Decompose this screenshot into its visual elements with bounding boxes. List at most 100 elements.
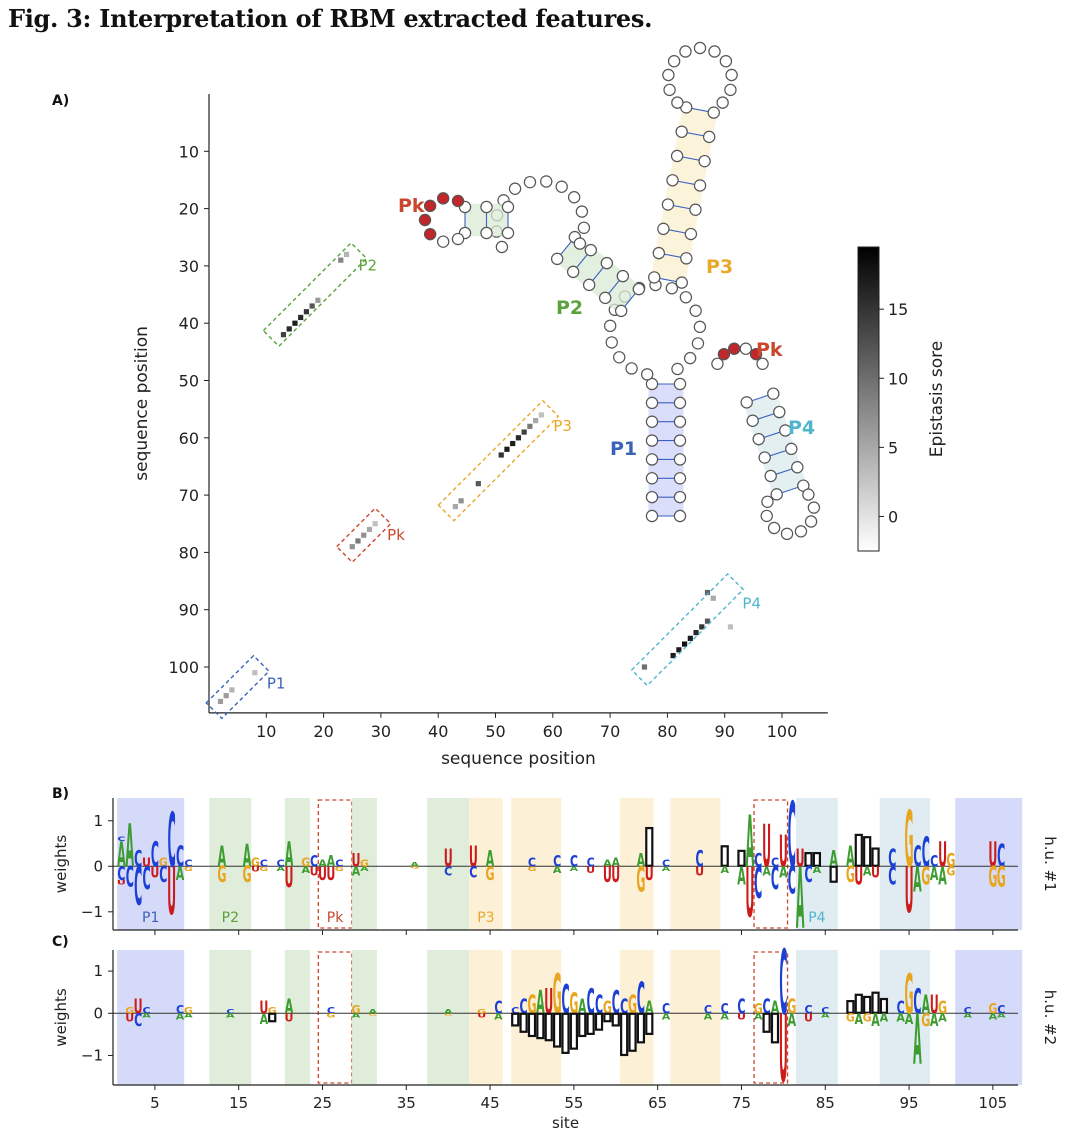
logo-glyph-c: C: [930, 852, 938, 870]
logo-glyph-u: U: [745, 852, 754, 933]
logo-glyph-a: A: [746, 801, 755, 885]
y-tick-label: 30: [179, 257, 199, 276]
logo-glyph-a: A: [553, 865, 562, 876]
nucleotide: [673, 377, 687, 391]
logo-glyph-a: A: [494, 1013, 503, 1023]
logo-glyph-a: A: [352, 864, 361, 879]
logo-glyph-a: A: [276, 866, 285, 873]
logo-glyph-u: U: [988, 835, 997, 875]
y-tick-label: 10: [179, 142, 199, 161]
logo-glyph-a: A: [360, 866, 369, 873]
nucleotide: [436, 235, 450, 248]
logo-glyph-u: U: [444, 843, 453, 873]
logo-glyph-g: G: [335, 866, 344, 873]
heatmap-cell: [676, 647, 682, 653]
logo-glyph-u: U: [762, 812, 771, 882]
logo-glyph-a: A: [896, 1011, 905, 1024]
x-tick-label: 60: [543, 722, 563, 741]
logo-glyph-c: C: [142, 1006, 150, 1016]
heatmap-cell: [641, 664, 648, 670]
logo-glyph-c: C: [561, 975, 569, 1023]
logo-glyph-a: A: [720, 1013, 729, 1023]
logo-glyph-gap: [762, 1012, 771, 1033]
logo-band: [209, 798, 252, 930]
logo-glyph-u: U: [695, 864, 704, 879]
nucleotide: [716, 96, 729, 109]
nucleotide: [613, 351, 626, 364]
logo-glyph-a: A: [662, 866, 671, 873]
logo-glyph-g: G: [251, 855, 260, 870]
logo-glyph-gap: [645, 826, 654, 867]
heatmap-cell: [338, 257, 344, 263]
logo-glyph-u: U: [150, 864, 159, 882]
logo-glyph-gap: [879, 997, 889, 1014]
logo-glyph-u: U: [142, 855, 151, 870]
nucleotide: [683, 351, 697, 365]
logo-glyph-g: G: [268, 1006, 277, 1016]
nucleotide: [566, 265, 580, 279]
logo-band: [511, 950, 562, 1085]
logo-x-tick-label: 35: [397, 1094, 416, 1112]
heatmap-cell: [217, 698, 224, 704]
nucleotide: [679, 291, 693, 304]
logo-glyph-gap: [578, 1012, 587, 1038]
heatmap-cell: [710, 595, 716, 601]
nucleotide: [785, 442, 798, 456]
nucleotide: [540, 175, 553, 188]
logo-glyph-g: G: [921, 1012, 930, 1031]
logo-glyph-gap: [519, 1012, 528, 1033]
nucleotide: [662, 68, 675, 82]
logo-glyph-c: C: [888, 861, 896, 891]
logo-glyph-c: C: [134, 847, 142, 872]
heatmap-cell: [229, 687, 235, 693]
logo-glyph-a: A: [779, 864, 788, 882]
logo-glyph-gap: [863, 995, 872, 1014]
heatmap-cell: [538, 412, 544, 418]
heatmap-region-pk: Pk: [335, 507, 405, 564]
logo-glyph-g: G: [243, 863, 252, 888]
logo-glyph-u: U: [737, 1013, 746, 1023]
heatmap-cell: [309, 303, 315, 309]
logo-glyph-a: A: [821, 1013, 830, 1020]
nucleotide-pk: [423, 199, 437, 213]
logo-glyph-a: A: [637, 849, 646, 871]
logo-band: [511, 798, 562, 930]
nucleotide: [480, 226, 493, 240]
nucleotide: [661, 198, 675, 211]
structure-label-p1: P1: [610, 438, 637, 460]
logo-glyph-c: C: [327, 1006, 335, 1016]
nucleotide: [756, 357, 769, 370]
logo-bands: P1 P2 Pk P3 P4: [117, 798, 1023, 930]
logo-glyph-u: U: [326, 863, 335, 885]
nucleotide: [758, 451, 771, 464]
logo-glyph-c: C: [520, 995, 528, 1019]
heatmap-cell: [252, 670, 258, 676]
logo-glyph-u: U: [804, 1011, 813, 1024]
logo-glyph-g: G: [938, 999, 947, 1018]
logo-glyph-g: G: [988, 862, 997, 895]
logo-glyph-a: A: [913, 860, 922, 900]
logo-x-tick-label: 45: [481, 1094, 500, 1112]
logo-glyph-a: A: [352, 1013, 361, 1020]
nucleotide: [605, 336, 618, 349]
logo-glyph-a: A: [226, 1013, 235, 1020]
logo-glyph-c: C: [754, 849, 762, 871]
logo-glyph-c: C: [469, 864, 477, 882]
logo-glyph-c: C: [176, 1003, 184, 1016]
nucleotide: [550, 252, 564, 266]
logo-glyph-g: G: [946, 864, 955, 879]
logo-glyph-a: A: [771, 999, 780, 1018]
logo-glyph-a: A: [963, 1013, 972, 1020]
logo-glyph-a: A: [913, 1000, 922, 1081]
logo-band: [117, 950, 185, 1085]
x-tick-label: 50: [485, 722, 505, 741]
logo-glyph-a: A: [285, 995, 294, 1019]
nucleotide: [707, 106, 720, 119]
logo-glyph-g: G: [217, 863, 226, 888]
logo-glyph-c: C: [528, 855, 536, 870]
logo-glyph-a: A: [997, 1013, 1006, 1020]
x-tick-label: 30: [371, 722, 391, 741]
logo-glyph-c: C: [184, 858, 192, 869]
